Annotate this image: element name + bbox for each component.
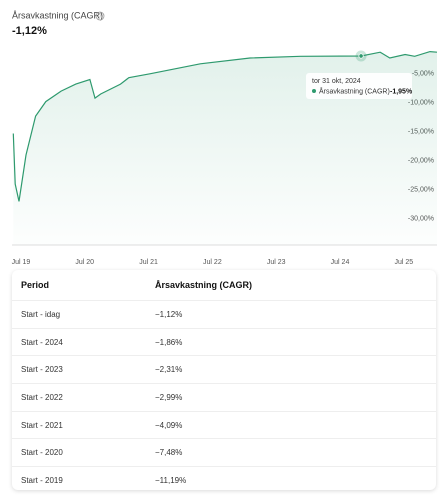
table-cell: Start - idag [21,309,61,319]
tooltip-series: Årsavkastning (CAGR) [319,86,390,95]
table-cell: Start - 2019 [21,475,63,485]
table-header-cell: Årsavkastning (CAGR) [155,280,253,290]
table-cell: −1,86% [155,337,183,347]
table-row: Start - 2023 −2,31% [12,356,436,385]
header-title: Årsavkastning (CAGR) [12,10,103,20]
table-row: Start - 2022 −2,99% [12,384,436,412]
table-cell: Start - 2022 [21,392,63,402]
table-cell: Start - 2024 [21,337,63,347]
tooltip-date: tor 31 okt, 2024 [312,78,361,85]
table-cell: Start - 2021 [21,420,63,430]
table-cell: Start - 2020 [21,448,63,458]
x-tick-label: Jul 19 [12,259,31,266]
help-icon[interactable] [95,11,105,21]
tooltip-point [358,53,364,59]
table-row: Start - 2019 −11,19% [12,467,436,494]
x-tick-label: Jul 20 [75,259,94,266]
chart: Årsavkastning (CAGR) ? -1,12% -5,00%-10,… [12,10,438,266]
table-row: Start - 2021 −4,09% [12,412,436,440]
table-cell: −4,09% [155,420,183,430]
line-area [13,51,438,245]
tooltip-value: -1,95% [390,88,413,95]
header-value: -1,12% [12,25,47,37]
table-cell: −2,31% [155,365,183,375]
tooltip-legend-dot [312,89,316,93]
table-cell: −11,19% [155,475,187,485]
table-cell: Start - 2023 [21,365,63,375]
x-tick-label: Jul 22 [203,259,222,266]
table-cell: −1,12% [155,309,183,319]
table: Period Årsavkastning (CAGR) Start - idag −1… [12,270,436,490]
table-cell: −2,99% [155,392,183,402]
table-header-row: Period Årsavkastning (CAGR) [12,270,436,301]
table-cell: −7,48% [155,448,183,458]
table-header-cell: Period [21,280,50,290]
x-tick-label: Jul 24 [331,259,350,266]
line [12,50,438,202]
x-tick-label: Jul 21 [139,259,158,266]
table-row: Start - 2020 −7,48% [12,439,436,468]
table-row: Start - idag −1,12% [12,301,436,329]
x-tick-label: Jul 23 [267,259,286,266]
help-icon-glyph: ? [98,14,102,20]
tooltip-box [306,73,412,99]
x-tick-label: Jul 25 [394,259,413,266]
table-row: Start - 2024 −1,86% [12,329,436,357]
